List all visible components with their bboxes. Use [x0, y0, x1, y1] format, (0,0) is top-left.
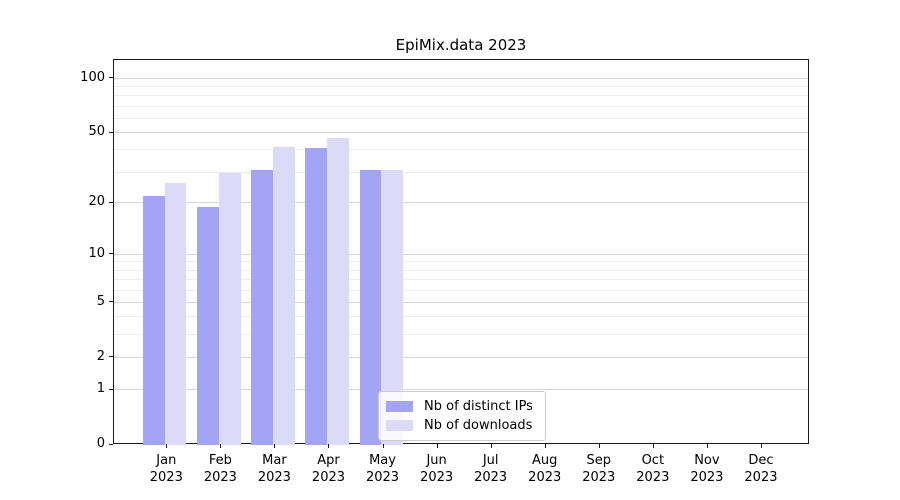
y-tick-label-10: 10 [88, 245, 105, 261]
gridline-minor-7 [114, 279, 808, 280]
bar-nb-of-downloads-jan [164, 183, 187, 445]
y-tick-mark-5 [109, 301, 113, 303]
bar-nb-of-distinct-ips-apr [305, 148, 328, 445]
gridline-major-1 [114, 389, 808, 390]
y-tick-mark-50 [109, 131, 113, 133]
legend-label-downloads: Nb of downloads [424, 418, 533, 433]
x-tick-mark-apr [328, 444, 330, 448]
gridline-major-100 [114, 77, 808, 79]
y-tick-mark-10 [109, 253, 113, 255]
x-tick-mark-nov [706, 444, 708, 448]
legend-item-downloads: Nb of downloads [386, 416, 537, 435]
legend-item-distinct-ips: Nb of distinct IPs [386, 397, 537, 416]
x-tick-label-mar-2023: Mar 2023 [257, 453, 291, 485]
gridline-minor-6 [114, 289, 808, 291]
x-tick-label-aug-2023: Aug 2023 [528, 453, 562, 485]
x-tick-label-jul-2023: Jul 2023 [474, 453, 508, 485]
x-tick-label-jun-2023: Jun 2023 [420, 453, 454, 485]
y-tick-mark-20 [109, 201, 113, 203]
gridline-major-20 [114, 202, 808, 204]
gridline-minor-80 [114, 95, 808, 97]
gridline-major-10 [114, 253, 808, 255]
x-tick-mark-jul [490, 444, 492, 448]
gridline-minor-9 [114, 261, 808, 263]
x-tick-mark-jun [436, 444, 438, 448]
x-tick-mark-jan [166, 444, 168, 448]
y-tick-label-5: 5 [96, 293, 105, 309]
y-tick-label-2: 2 [96, 348, 105, 364]
y-tick-label-100: 100 [80, 69, 105, 85]
x-tick-label-apr-2023: Apr 2023 [311, 453, 346, 485]
gridline-minor-70 [114, 105, 808, 107]
x-tick-mark-oct [652, 444, 654, 448]
x-tick-mark-may [382, 444, 384, 448]
gridline-minor-8 [114, 269, 808, 271]
gridline-minor-3 [114, 334, 808, 335]
legend-swatch-downloads [386, 420, 413, 431]
y-tick-label-1: 1 [96, 381, 105, 396]
y-tick-mark-2 [109, 356, 113, 358]
legend-label-distinct-ips: Nb of distinct IPs [424, 399, 533, 414]
x-tick-label-nov-2023: Nov 2023 [690, 453, 724, 485]
y-tick-mark-0 [109, 443, 113, 445]
gridline-major-5 [114, 301, 808, 303]
x-tick-label-oct-2023: Oct 2023 [636, 453, 670, 485]
legend: Nb of distinct IPs Nb of downloads [378, 391, 546, 441]
x-tick-mark-mar [274, 444, 276, 448]
y-tick-label-50: 50 [88, 124, 105, 140]
y-tick-label-0: 0 [96, 436, 105, 451]
chart-title: EpiMix.data 2023 [395, 36, 527, 54]
gridline-major-2 [114, 356, 808, 358]
bar-nb-of-distinct-ips-may [359, 170, 382, 445]
bar-nb-of-distinct-ips-mar [251, 170, 273, 445]
y-tick-mark-1 [109, 388, 113, 390]
plot-area [113, 59, 809, 445]
legend-swatch-distinct-ips [386, 401, 413, 412]
x-tick-mark-dec [760, 444, 762, 448]
bar-nb-of-downloads-mar [273, 146, 295, 445]
x-tick-label-feb-2023: Feb 2023 [203, 453, 237, 485]
y-tick-mark-100 [109, 77, 113, 79]
x-tick-label-jan-2023: Jan 2023 [149, 453, 183, 485]
x-tick-label-dec-2023: Dec 2023 [744, 453, 778, 485]
gridline-minor-90 [114, 86, 808, 88]
bar-nb-of-distinct-ips-feb [197, 207, 219, 445]
x-tick-mark-aug [544, 444, 546, 448]
bar-nb-of-downloads-may [381, 170, 403, 445]
x-tick-mark-feb [220, 444, 222, 448]
y-tick-label-20: 20 [88, 194, 105, 210]
x-tick-label-may-2023: May 2023 [365, 453, 400, 485]
gridline-minor-4 [114, 316, 808, 318]
x-tick-label-sep-2023: Sep 2023 [582, 453, 616, 485]
x-tick-mark-sep [598, 444, 600, 448]
bar-nb-of-downloads-apr [327, 137, 349, 445]
gridline-major-50 [114, 132, 808, 134]
gridline-minor-30 [114, 171, 808, 173]
gridline-minor-60 [114, 117, 808, 119]
gridline-minor-40 [114, 149, 808, 151]
bar-nb-of-distinct-ips-jan [143, 196, 165, 445]
bar-nb-of-downloads-feb [218, 172, 241, 445]
